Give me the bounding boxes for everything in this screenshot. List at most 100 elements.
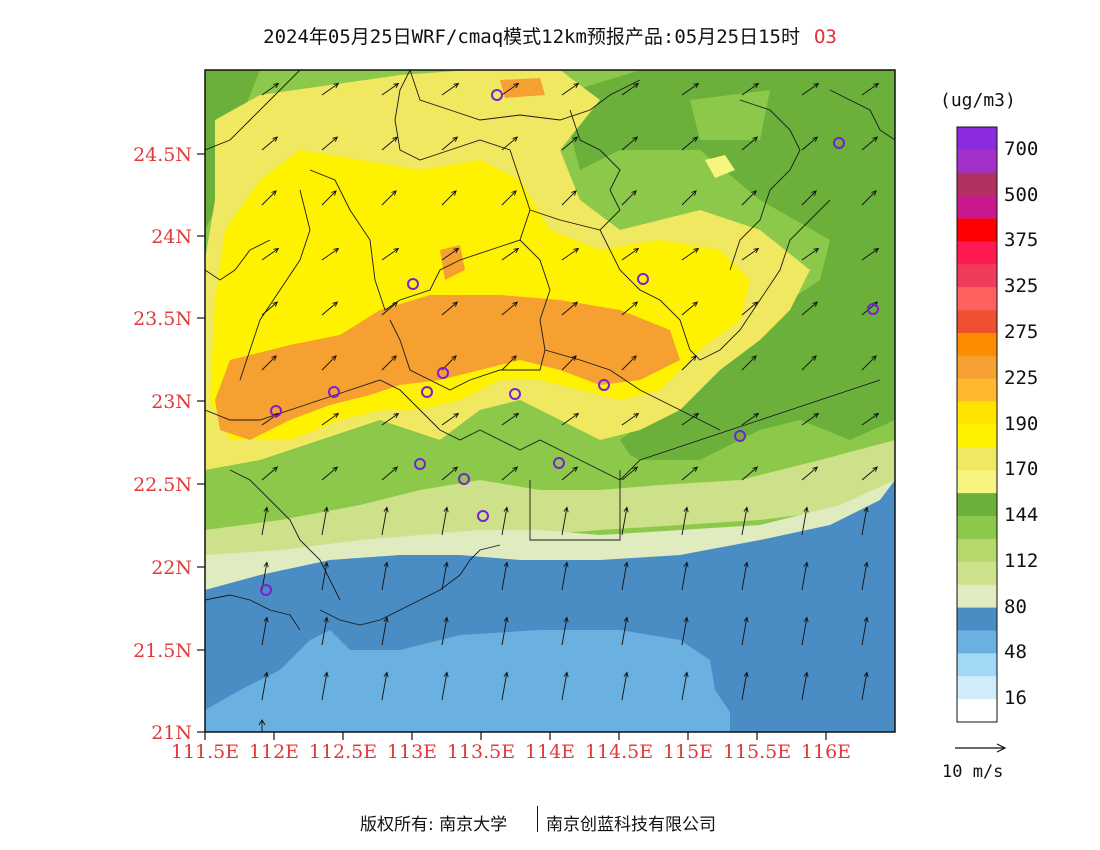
wind-arrow — [801, 247, 820, 261]
boundary-lines — [205, 70, 895, 631]
wind-arrow — [681, 412, 700, 426]
legend-swatch — [957, 424, 997, 448]
wind-arrow — [621, 301, 639, 316]
wind-arrows — [258, 82, 938, 732]
wind-arrow — [561, 506, 569, 536]
legend-swatch — [957, 401, 997, 425]
site-marker — [734, 430, 746, 442]
concentration-field — [205, 70, 938, 732]
wind-arrow — [861, 247, 880, 261]
site-marker — [598, 379, 610, 391]
legend-level-label: 80 — [1004, 595, 1027, 618]
wind-arrow — [501, 247, 520, 261]
wind-arrow — [321, 561, 329, 591]
wind-arrow — [261, 616, 269, 646]
wind-arrow — [801, 301, 819, 316]
wind-arrow — [381, 412, 400, 426]
wind-arrow — [261, 466, 279, 481]
legend-swatch — [957, 195, 997, 219]
wind-arrow — [381, 355, 397, 371]
legend-level-label: 112 — [1004, 549, 1039, 572]
legend-level-label: 225 — [1004, 366, 1039, 389]
sea-shallow-region — [205, 630, 730, 732]
site-marker — [414, 458, 426, 470]
legend-swatch — [957, 584, 997, 608]
wind-arrow — [501, 466, 519, 481]
legend-swatch — [957, 653, 997, 677]
x-tick-label: 114E — [525, 741, 575, 763]
wind-arrow — [381, 466, 399, 481]
site-marker — [637, 273, 649, 285]
wind-arrow — [741, 671, 749, 701]
legend-swatch — [957, 607, 997, 631]
wind-arrow — [501, 671, 509, 701]
wind-arrow — [441, 412, 460, 426]
y-tick-label: 24N — [151, 226, 192, 248]
wind-arrow — [321, 412, 340, 426]
wind-arrow — [501, 412, 520, 426]
wind-arrow — [621, 561, 629, 591]
wind-arrow — [741, 247, 760, 261]
wind-arrow — [621, 412, 640, 426]
x-tick-label: 112E — [249, 741, 299, 763]
wind-arrow — [561, 671, 569, 701]
wind-arrow — [801, 190, 817, 206]
wind-arrow — [501, 616, 509, 646]
wind-arrow — [801, 355, 817, 371]
wind-arrow — [501, 136, 519, 151]
band-170-patch — [705, 155, 735, 178]
wind-arrow — [501, 190, 517, 206]
legend-swatch — [957, 676, 997, 700]
wind-arrow — [922, 249, 938, 261]
wind-arrow — [381, 247, 400, 261]
wind-arrow — [861, 671, 869, 701]
wind-arrow — [801, 412, 820, 426]
legend-swatch — [957, 447, 997, 471]
legend-swatch — [957, 538, 997, 563]
wind-arrow — [681, 82, 700, 96]
wind-arrow — [741, 466, 759, 481]
site-marker — [260, 584, 272, 596]
wind-arrow — [922, 137, 937, 150]
wind-arrow — [441, 82, 460, 96]
site-marker — [867, 303, 879, 315]
wind-arrow — [381, 616, 389, 646]
y-axis-ticks — [197, 153, 205, 733]
site-marker — [553, 457, 565, 469]
wind-arrow — [741, 412, 760, 426]
site-marker — [407, 278, 419, 290]
wind-arrow — [381, 301, 399, 316]
y-tick-label: 21N — [151, 722, 192, 744]
wind-arrow — [441, 506, 449, 536]
wind-arrow — [321, 190, 337, 206]
species-label: O3 — [813, 26, 837, 48]
wind-arrow — [801, 506, 809, 536]
legend-border — [956, 126, 998, 723]
legend-swatch — [957, 470, 997, 494]
wind-arrow — [801, 671, 809, 701]
legend-swatch — [957, 218, 997, 242]
site-markers — [260, 89, 879, 596]
wind-arrow — [801, 82, 820, 96]
wind-arrow — [381, 671, 389, 701]
wind-arrow — [801, 561, 809, 591]
wind-arrow — [561, 301, 579, 316]
wind-arrow — [861, 136, 879, 151]
wind-arrow — [681, 506, 689, 536]
wind-arrow — [321, 136, 339, 151]
legend-swatch — [957, 630, 997, 654]
wind-arrow — [261, 82, 280, 96]
x-tick-label: 116E — [801, 741, 851, 763]
wind-arrow — [261, 671, 269, 701]
wind-arrow — [861, 412, 880, 426]
legend-level-label: 375 — [1004, 229, 1039, 252]
legend-swatch — [957, 264, 997, 288]
wind-arrow — [561, 136, 579, 151]
wind-arrow — [922, 617, 928, 645]
wind-arrow — [261, 355, 277, 371]
wind-arrow — [441, 136, 459, 151]
site-marker — [833, 137, 845, 149]
legend-swatch — [957, 699, 997, 723]
legend-swatch — [957, 561, 997, 585]
